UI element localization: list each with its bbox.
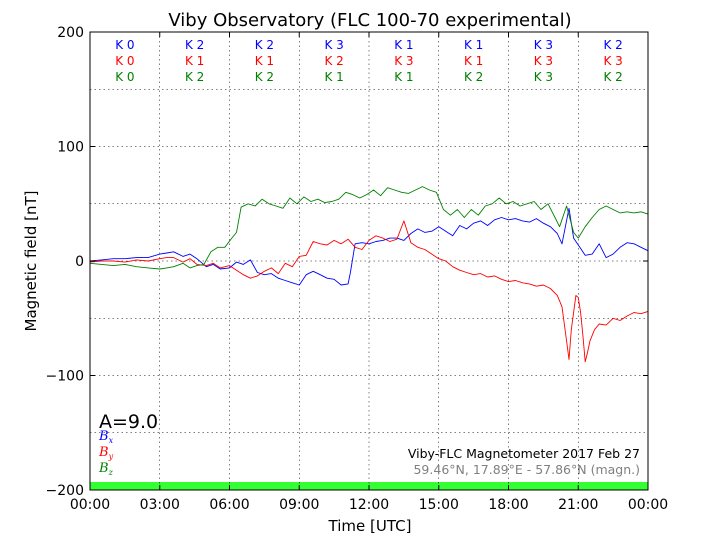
k-index-label: K 2 bbox=[603, 70, 622, 84]
k-index-label: K 2 bbox=[255, 70, 274, 84]
x-axis: 00:00 03:00 06:00 09:00 12:00 15:00 18:00 21:00… bbox=[70, 32, 668, 513]
legend-entry: Bx bbox=[98, 429, 114, 445]
k-index-label: K 2 bbox=[255, 38, 274, 52]
x-tick-label: 00:00 bbox=[628, 497, 668, 513]
k-index-label: K 1 bbox=[255, 54, 274, 68]
x-tick-label: 09:00 bbox=[279, 497, 319, 513]
k-index-label: K 2 bbox=[185, 70, 204, 84]
legend-entry-base: B bbox=[98, 461, 109, 476]
x-tick-label: 03:00 bbox=[140, 497, 180, 513]
k-index-label: K 1 bbox=[464, 38, 483, 52]
x-axis-label: Time [UTC] bbox=[328, 517, 412, 535]
k-index-label: K 3 bbox=[603, 54, 622, 68]
y-tick-label: 200 bbox=[57, 25, 84, 41]
legend-entry-subscript: x bbox=[109, 436, 114, 445]
series-line-by bbox=[89, 220, 649, 363]
series-line-bz bbox=[89, 186, 649, 270]
x-tick-label: 12:00 bbox=[349, 497, 389, 513]
k-index-label: K 2 bbox=[464, 70, 483, 84]
y-tick-label: 0 bbox=[75, 254, 84, 270]
k-index-label: K 1 bbox=[464, 54, 483, 68]
k-index-label: K 3 bbox=[534, 38, 553, 52]
x-tick-label: 00:00 bbox=[70, 497, 110, 513]
legend-entry: By bbox=[98, 445, 114, 461]
k-index-label: K 3 bbox=[324, 38, 343, 52]
k-index-label: K 3 bbox=[534, 54, 553, 68]
x-tick-label: 18:00 bbox=[488, 497, 528, 513]
x-tick-label: 06:00 bbox=[209, 497, 249, 513]
k-index-label: K 1 bbox=[324, 70, 343, 84]
k-index-label: K 1 bbox=[394, 70, 413, 84]
k-index-label: K 1 bbox=[185, 54, 204, 68]
legend-entry-base: B bbox=[98, 445, 109, 460]
legend-entry-subscript: y bbox=[108, 452, 114, 461]
k-index-label: K 2 bbox=[603, 38, 622, 52]
k-index-label: K 0 bbox=[115, 70, 134, 84]
k-index-label: K 2 bbox=[324, 54, 343, 68]
x-tick-label: 15:00 bbox=[419, 497, 459, 513]
y-axis: −200 −100 0 100 200 bbox=[46, 25, 648, 499]
series-lines bbox=[89, 186, 649, 363]
legend-entry: Bz bbox=[98, 461, 114, 477]
magnetometer-info: Viby-FLC Magnetometer 2017 Feb 27 bbox=[408, 446, 640, 461]
legend-entry-subscript: z bbox=[108, 468, 114, 477]
series-line-bx bbox=[89, 207, 649, 286]
k-index-label: K 3 bbox=[534, 70, 553, 84]
chart-title: Viby Observatory (FLC 100-70 experimenta… bbox=[168, 10, 571, 31]
k-index-label: K 2 bbox=[185, 38, 204, 52]
activity-index-label: A=9.0 bbox=[99, 411, 158, 433]
k-index-label: K 0 bbox=[115, 54, 134, 68]
k-index-label: K 1 bbox=[394, 38, 413, 52]
y-tick-label: −100 bbox=[46, 369, 84, 385]
y-axis-label: Magnetic field [nT] bbox=[22, 191, 40, 332]
k-index-table: K 0 K 2 K 2 K 3 K 1 K 1 K 3 K 2 K 0 K 1 K 1 K 2 K 3 K… bbox=[115, 38, 623, 84]
k-index-label: K 0 bbox=[115, 38, 134, 52]
station-coordinates: 59.46°N, 17.89°E - 57.86°N (magn.) bbox=[413, 462, 640, 477]
x-tick-label: 21:00 bbox=[558, 497, 598, 513]
grid bbox=[90, 32, 648, 490]
k-index-label: K 3 bbox=[394, 54, 413, 68]
legend-entry-base: B bbox=[98, 429, 109, 444]
y-tick-label: 100 bbox=[57, 140, 84, 156]
y-tick-label: −200 bbox=[46, 483, 84, 499]
